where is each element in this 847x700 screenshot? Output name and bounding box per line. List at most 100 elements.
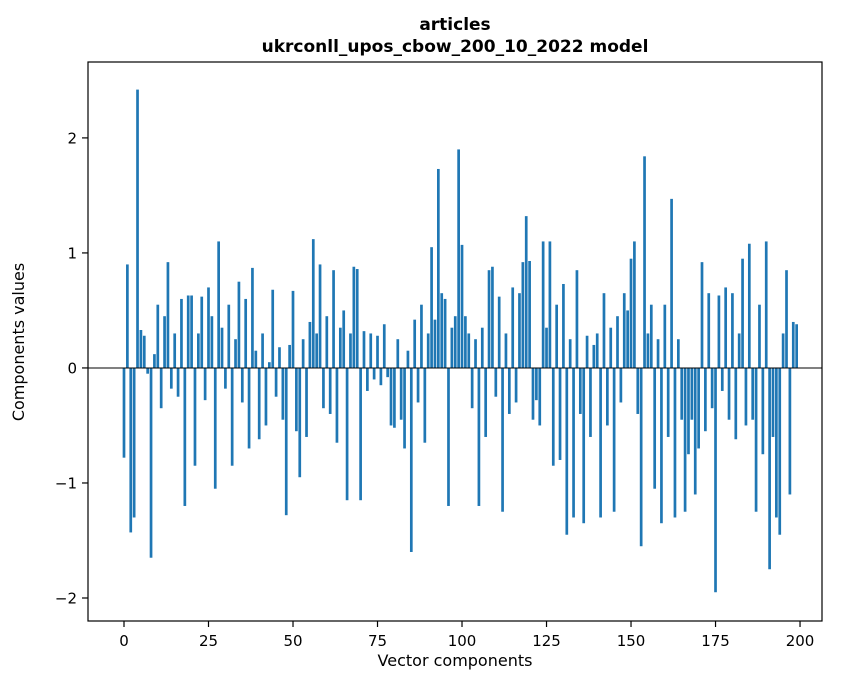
bar [420, 304, 423, 368]
bar [298, 367, 302, 478]
bar [531, 367, 535, 420]
bar [751, 367, 755, 420]
bar [578, 367, 582, 414]
bar [433, 319, 437, 368]
bar [416, 367, 420, 403]
bar [663, 304, 667, 368]
bar [649, 304, 653, 368]
bar [693, 367, 697, 495]
bar [714, 367, 717, 593]
x-axis-label: Vector components [378, 651, 533, 670]
bar [514, 367, 518, 403]
chart-title: articles [419, 15, 490, 35]
bar [565, 367, 569, 535]
bar [507, 367, 511, 414]
bar [744, 367, 748, 426]
bar [545, 327, 548, 368]
bar [639, 367, 643, 547]
x-tick-label: 0 [119, 632, 129, 650]
bar [426, 333, 430, 368]
bar [582, 367, 586, 524]
bar [267, 362, 271, 368]
bar [687, 367, 690, 455]
bar [342, 310, 346, 368]
bar [301, 339, 305, 368]
bar [704, 367, 707, 432]
bar [673, 367, 677, 518]
bar [612, 367, 616, 512]
bar [278, 347, 281, 368]
bar [700, 262, 704, 368]
y-tick-label: 0 [67, 359, 77, 377]
bar [288, 344, 291, 368]
bar [555, 304, 559, 368]
bar [619, 367, 623, 403]
bar [727, 367, 731, 420]
bar [629, 258, 633, 368]
bar [741, 258, 744, 368]
bar [606, 367, 609, 426]
bar [139, 330, 143, 368]
bar [210, 316, 214, 368]
bar [470, 367, 474, 409]
bar [643, 156, 646, 368]
bar [153, 354, 156, 368]
y-tick-label: 1 [67, 244, 77, 262]
bar [771, 367, 775, 437]
bar [453, 316, 457, 368]
bar [413, 319, 417, 368]
x-tick-label: 125 [532, 632, 561, 650]
bar [585, 335, 589, 368]
x-tick-label: 200 [786, 632, 815, 650]
bar [230, 367, 234, 466]
y-axis-label: Components values [9, 263, 28, 421]
bar [240, 367, 244, 403]
bar [308, 321, 312, 368]
bar [484, 367, 488, 437]
bar [467, 333, 471, 368]
bar [281, 367, 285, 420]
bar [200, 296, 204, 368]
bar [572, 367, 575, 518]
bar [497, 296, 501, 368]
bar [322, 367, 325, 409]
bar [203, 367, 207, 401]
bar [558, 367, 562, 460]
bar [126, 264, 129, 368]
y-tick-label: −1 [55, 474, 77, 492]
bar [720, 367, 724, 391]
x-tick-label: 100 [448, 632, 477, 650]
x-tick-label: 175 [701, 632, 730, 650]
bar [795, 324, 798, 368]
bar [717, 295, 721, 368]
bar [781, 333, 785, 368]
bar [501, 367, 504, 512]
bar [568, 339, 572, 368]
axes-box [87, 61, 823, 622]
bar [528, 260, 531, 368]
bar [592, 344, 596, 368]
bar [332, 270, 335, 368]
bar [142, 335, 146, 368]
bar [247, 367, 251, 449]
x-tick-label: 25 [199, 632, 218, 650]
bar [271, 289, 275, 368]
bar [386, 367, 389, 378]
bar [129, 367, 133, 533]
bar [697, 367, 700, 449]
bar [622, 293, 626, 368]
bar [626, 310, 629, 368]
bar [477, 367, 481, 506]
bar [464, 316, 467, 368]
bar [676, 339, 680, 368]
bar [737, 333, 741, 368]
bar [768, 367, 771, 570]
bar [758, 304, 761, 368]
bar [159, 367, 163, 409]
bar [761, 367, 765, 455]
x-tick-label: 75 [368, 632, 387, 650]
bar [707, 293, 711, 368]
bar [690, 367, 694, 420]
bar [366, 367, 369, 391]
